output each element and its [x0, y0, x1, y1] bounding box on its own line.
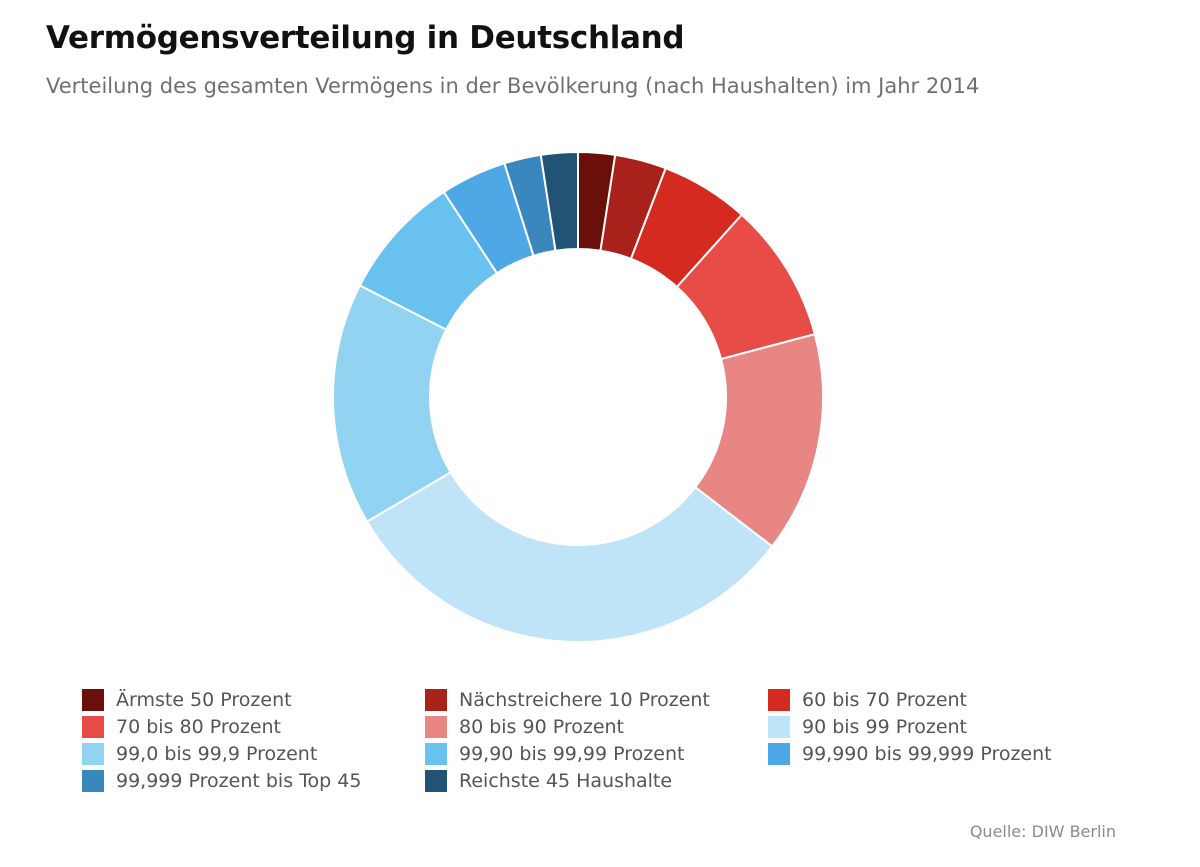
legend-swatch	[425, 689, 447, 711]
legend-label: 60 bis 70 Prozent	[802, 689, 968, 711]
legend-label: 90 bis 99 Prozent	[802, 716, 968, 738]
legend-item-2: Nächstreichere 10 Prozent	[425, 688, 710, 712]
legend-item-10: 99,999 Prozent bis Top 45	[82, 769, 361, 793]
legend-swatch	[768, 689, 790, 711]
legend-swatch	[425, 716, 447, 738]
legend-item-7: 99,0 bis 99,9 Prozent	[82, 742, 317, 766]
legend-swatch	[425, 743, 447, 765]
legend-label: 99,999 Prozent bis Top 45	[116, 770, 362, 792]
legend-swatch	[82, 716, 104, 738]
legend-swatch	[82, 689, 104, 711]
legend-swatch	[82, 770, 104, 792]
source-note: Quelle: DIW Berlin	[969, 822, 1116, 841]
legend-item-1: Ärmste 50 Prozent	[82, 688, 292, 712]
donut-chart	[332, 150, 824, 643]
legend-swatch	[82, 743, 104, 765]
legend-label: Ärmste 50 Prozent	[116, 689, 292, 711]
legend-swatch	[425, 770, 447, 792]
legend-item-9: 99,990 bis 99,999 Prozent	[768, 742, 1052, 766]
legend-item-11: Reichste 45 Haushalte	[425, 769, 672, 793]
legend-item-3: 60 bis 70 Prozent	[768, 688, 967, 712]
legend-label: 99,90 bis 99,99 Prozent	[459, 743, 685, 765]
legend-swatch	[768, 743, 790, 765]
donut-slice-6	[365, 470, 774, 643]
legend-label: 99,0 bis 99,9 Prozent	[116, 743, 318, 765]
chart-subtitle: Verteilung des gesamten Vermögens in der…	[46, 74, 980, 98]
legend-label: 80 bis 90 Prozent	[459, 716, 625, 738]
chart-title: Vermögensverteilung in Deutschland	[46, 20, 685, 56]
legend-item-6: 90 bis 99 Prozent	[768, 715, 967, 739]
legend-label: Nächstreichere 10 Prozent	[459, 689, 710, 711]
legend-label: 99,990 bis 99,999 Prozent	[802, 743, 1052, 765]
legend-item-4: 70 bis 80 Prozent	[82, 715, 281, 739]
legend-swatch	[768, 716, 790, 738]
legend-label: Reichste 45 Haushalte	[459, 770, 673, 792]
legend-item-8: 99,90 bis 99,99 Prozent	[425, 742, 684, 766]
donut-slice-11	[539, 150, 579, 252]
legend-item-5: 80 bis 90 Prozent	[425, 715, 624, 739]
legend-label: 70 bis 80 Prozent	[116, 716, 282, 738]
